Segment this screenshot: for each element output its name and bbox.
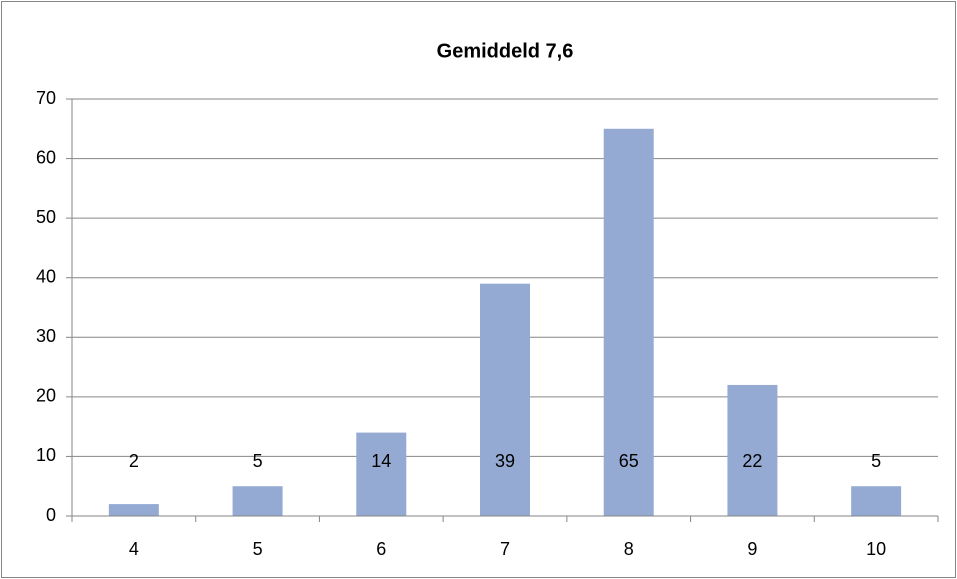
data-label: 39 [495,451,515,471]
data-label: 14 [371,451,391,471]
x-tick-label: 8 [624,539,634,559]
data-label: 22 [742,451,762,471]
data-label: 65 [619,451,639,471]
bar [356,432,407,516]
bar [232,486,283,516]
data-label: 5 [253,451,263,471]
x-tick-label: 10 [866,539,886,559]
y-tick-label: 70 [36,88,56,108]
y-tick-label: 10 [36,445,56,465]
x-tick-label: 7 [500,539,510,559]
bar [603,128,654,517]
bar [851,486,902,516]
y-tick-label: 0 [46,505,56,525]
x-tick-label: 6 [376,539,386,559]
chart-title: Gemiddeld 7,6 [437,40,574,62]
bar [108,504,159,516]
x-tick-label: 5 [253,539,263,559]
bar [480,283,530,516]
x-tick-label: 4 [129,539,139,559]
data-label: 5 [871,451,881,471]
bar [727,384,778,516]
y-tick-label: 60 [36,147,56,167]
y-tick-label: 30 [36,326,56,346]
y-tick-label: 40 [36,266,56,286]
y-tick-label: 50 [36,207,56,227]
y-tick-label: 20 [36,386,56,406]
data-label: 2 [129,451,139,471]
x-tick-label: 9 [747,539,757,559]
